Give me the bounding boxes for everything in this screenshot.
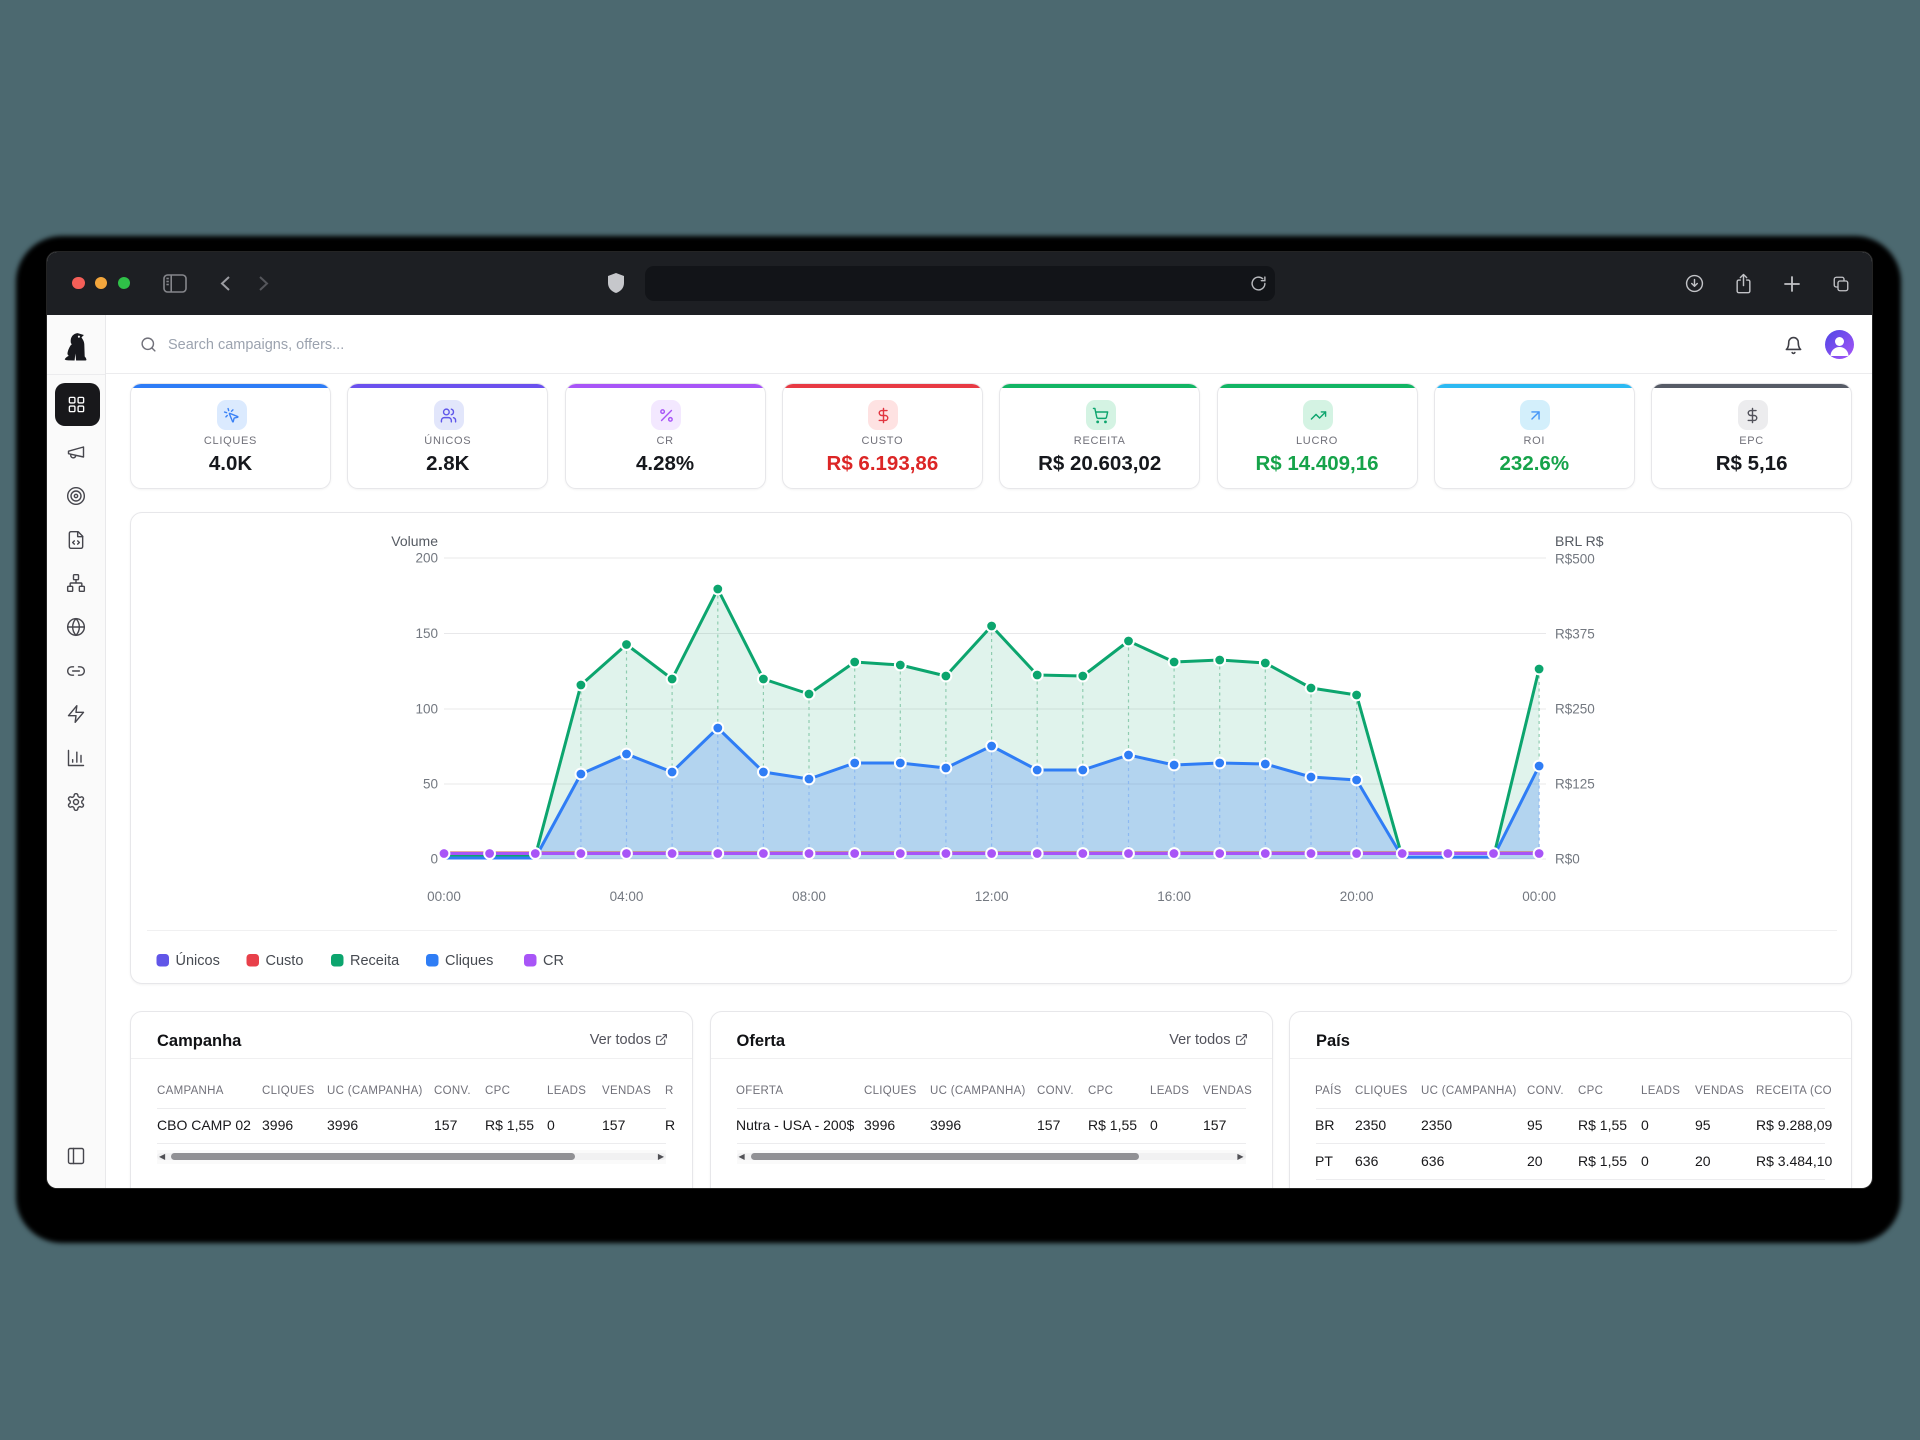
svg-text:08:00: 08:00 xyxy=(792,889,826,904)
svg-text:0: 0 xyxy=(430,852,438,867)
svg-text:R$125: R$125 xyxy=(1555,777,1595,792)
svg-text:R$375: R$375 xyxy=(1555,627,1595,642)
svg-text:Únicos: Únicos xyxy=(176,952,220,969)
svg-text:00:00: 00:00 xyxy=(1522,889,1556,904)
svg-text:Cliques: Cliques xyxy=(445,953,493,969)
svg-text:R$0: R$0 xyxy=(1555,852,1580,867)
svg-text:Receita: Receita xyxy=(350,953,400,969)
svg-text:Custo: Custo xyxy=(266,953,304,969)
svg-text:100: 100 xyxy=(415,702,438,717)
svg-text:20:00: 20:00 xyxy=(1340,889,1374,904)
svg-text:00:00: 00:00 xyxy=(427,889,461,904)
svg-text:Volume: Volume xyxy=(391,533,438,549)
svg-text:150: 150 xyxy=(415,626,438,641)
svg-text:R$250: R$250 xyxy=(1555,702,1595,717)
svg-text:BRL R$: BRL R$ xyxy=(1555,533,1604,549)
svg-text:16:00: 16:00 xyxy=(1157,889,1191,904)
svg-text:200: 200 xyxy=(415,551,438,566)
svg-text:12:00: 12:00 xyxy=(975,889,1009,904)
svg-text:50: 50 xyxy=(423,777,438,792)
svg-text:04:00: 04:00 xyxy=(610,889,644,904)
svg-text:CR: CR xyxy=(543,953,564,969)
svg-text:R$500: R$500 xyxy=(1555,552,1595,567)
